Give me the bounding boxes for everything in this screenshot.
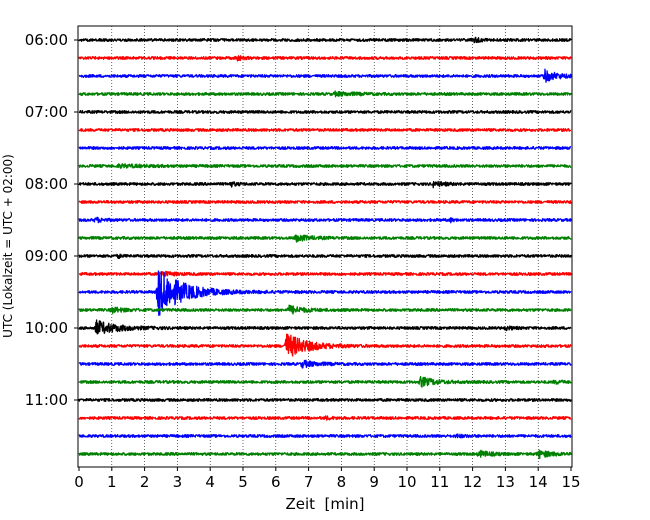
x-tick-label: 4 xyxy=(205,473,215,491)
trace-line xyxy=(78,375,572,388)
x-tick-label: 3 xyxy=(173,473,183,491)
y-tick-label: 10:00 xyxy=(25,319,68,337)
trace-line xyxy=(78,180,572,189)
trace-line xyxy=(78,163,572,170)
trace-line xyxy=(78,415,572,421)
x-tick-label: 12 xyxy=(463,473,482,491)
x-axis-ticks: 0 1 2 3 4 5 6 7 8 9 10 11 12 13 14 15 xyxy=(74,467,581,491)
x-tick-label: 10 xyxy=(397,473,416,491)
trace-line xyxy=(78,127,572,133)
x-tick-label: 15 xyxy=(561,473,580,491)
trace-line xyxy=(78,304,572,315)
y-tick-label: 09:00 xyxy=(25,247,68,265)
trace-line xyxy=(78,109,572,115)
trace-line xyxy=(78,68,572,83)
y-tick-label: 07:00 xyxy=(25,103,68,121)
trace-line xyxy=(78,359,572,369)
x-tick-label: 0 xyxy=(74,473,84,491)
trace-line xyxy=(78,90,572,98)
trace-line xyxy=(78,145,572,151)
x-tick-label: 7 xyxy=(304,473,314,491)
trace-line xyxy=(78,55,572,62)
y-axis-label: UTC (Lokalzeit = UTC + 02:00) xyxy=(1,154,15,338)
x-tick-label: 1 xyxy=(107,473,117,491)
trace-line xyxy=(78,270,572,316)
y-axis-ticks: 06:00 07:00 08:00 09:00 10:00 11:00 xyxy=(25,31,78,409)
y-tick-label: 11:00 xyxy=(25,391,68,409)
x-tick-label: 14 xyxy=(529,473,548,491)
x-tick-label: 9 xyxy=(369,473,379,491)
trace-line xyxy=(78,449,572,460)
trace-line xyxy=(78,333,572,357)
x-tick-label: 13 xyxy=(496,473,515,491)
x-tick-label: 8 xyxy=(337,473,347,491)
trace-group xyxy=(78,36,572,460)
plot-frame xyxy=(77,25,573,468)
trace-line xyxy=(78,234,572,243)
trace-line xyxy=(78,397,572,403)
y-tick-label: 06:00 xyxy=(25,31,68,49)
trace-line xyxy=(78,199,572,204)
y-tick-label: 08:00 xyxy=(25,175,68,193)
trace-line xyxy=(78,216,572,224)
x-axis-label: Zeit [min] xyxy=(285,495,364,513)
trace-line xyxy=(78,319,572,335)
trace-line xyxy=(78,36,572,44)
trace-line xyxy=(78,433,572,439)
x-tick-label: 2 xyxy=(140,473,150,491)
x-tick-label: 6 xyxy=(271,473,281,491)
x-tick-label: 5 xyxy=(238,473,248,491)
trace-line xyxy=(78,253,572,260)
trace-line xyxy=(78,270,572,278)
x-tick-label: 11 xyxy=(430,473,449,491)
